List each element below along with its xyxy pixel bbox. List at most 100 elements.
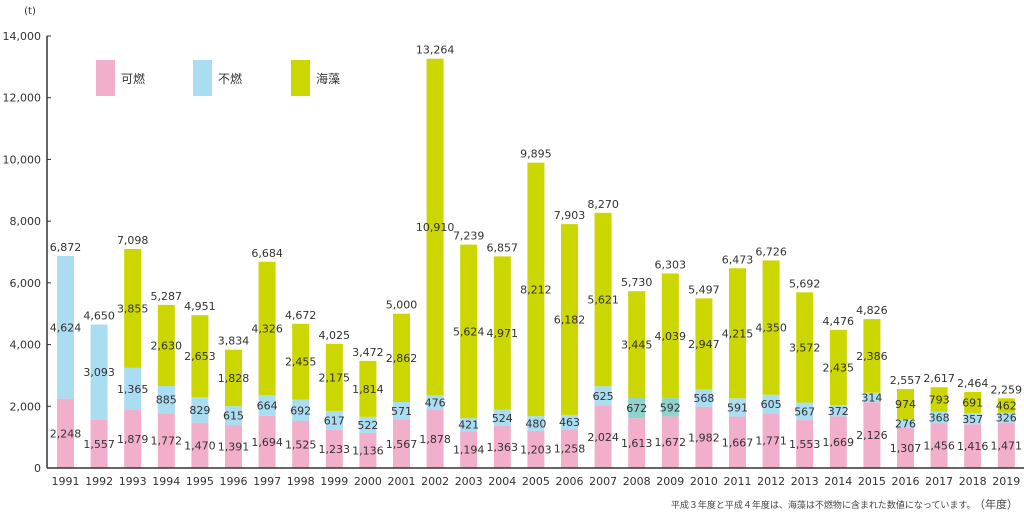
bar-segment-seaweed-2016 (897, 389, 914, 420)
value-label-seaweed-2018: 691 (962, 397, 983, 410)
value-label-burnable-1999: 1,233 (319, 443, 351, 456)
bar-segment-seaweed-2006 (561, 224, 578, 415)
x-tick-label: 2015 (858, 475, 886, 488)
total-label-1992: 4,650 (83, 310, 115, 323)
value-label-burnable-2013: 1,553 (789, 438, 821, 451)
bar-segment-burnable-2003 (460, 431, 478, 468)
bar-segment-nonburnable-2003 (460, 418, 478, 432)
bar-segment-nonburnable-1997 (258, 395, 276, 416)
y-tick-label: 14,000 (3, 30, 42, 43)
bar-segment-nonburnable-2007 (594, 386, 612, 406)
x-tick-label: 2002 (421, 475, 449, 488)
bar-segment-burnable-1993 (124, 410, 142, 468)
value-label-nonburnable-2003: 421 (458, 419, 479, 432)
bar-segment-seaweed-1998 (292, 323, 310, 400)
total-label-1997: 6,684 (251, 247, 283, 260)
x-tick-label: 1992 (85, 475, 113, 488)
bar-segment-nonburnable-1995 (191, 397, 209, 423)
bar-segment-seaweed-2008 (628, 291, 646, 398)
legend: 可燃 不燃 海藻 (96, 60, 340, 96)
x-tick-label: 2007 (589, 475, 617, 488)
total-label-2005: 9,895 (520, 148, 552, 161)
x-tick-label: 1995 (186, 475, 214, 488)
bar-segment-nonburnable-2005 (527, 416, 545, 431)
bar-segment-burnable-1996 (225, 425, 242, 468)
value-label-nonburnable-2004: 524 (492, 412, 513, 425)
bar-segment-seaweed-1994 (157, 304, 175, 387)
legend-swatch-nonburnable (193, 60, 212, 96)
bar-segment-seaweed-2011 (729, 268, 746, 399)
value-label-burnable-1997: 1,694 (251, 436, 283, 449)
value-label-burnable-2002: 1,878 (419, 433, 451, 446)
x-tick-label: 2017 (925, 475, 953, 488)
bar-segment-seaweed-2017 (930, 387, 948, 412)
value-label-seaweed-2000: 1,814 (352, 383, 384, 396)
x-tick-label: 1997 (253, 475, 281, 488)
total-label-1996: 3,834 (218, 335, 250, 348)
bar-segment-seaweed-2005 (527, 162, 545, 417)
value-label-nonburnable-2015: 314 (861, 392, 882, 405)
total-label-2014: 4,476 (823, 315, 855, 328)
value-label-nonburnable-1999: 617 (324, 414, 345, 427)
bar-segment-burnable-2018 (964, 424, 982, 468)
value-label-nonburnable-2019: 326 (996, 412, 1017, 425)
footnote-text: 平成３年度と平成４年度は、海藻は不燃物に含まれた数値になっています。 (670, 501, 976, 511)
value-label-burnable-1994: 1,772 (151, 435, 183, 448)
bar-segment-burnable-2019 (997, 422, 1015, 468)
x-tick-label: 2019 (992, 475, 1020, 488)
value-label-nonburnable-2014: 372 (828, 405, 849, 418)
bar-segment-burnable-2000 (359, 432, 377, 468)
bar-segment-burnable-2008 (628, 418, 646, 468)
bar-segment-nonburnable-2017 (930, 411, 948, 424)
x-tick-label: 1998 (287, 475, 315, 488)
total-label-2004: 6,857 (487, 241, 519, 254)
bar-segment-seaweed-1997 (258, 261, 276, 396)
bar-segment-nonburnable-2010 (695, 389, 713, 407)
value-label-seaweed-2007: 5,621 (587, 294, 619, 307)
value-label-nonburnable-2016: 276 (895, 417, 916, 430)
total-label-1995: 4,951 (184, 300, 216, 313)
value-label-seaweed-2006: 6,182 (554, 314, 586, 327)
x-tick-label: 2009 (656, 475, 684, 488)
bar-segment-nonburnable-1993 (124, 367, 142, 411)
bar-segment-seaweed-2002 (426, 58, 444, 396)
bar-segment-burnable-2012 (762, 413, 780, 468)
value-label-burnable-2011: 1,667 (722, 436, 754, 449)
total-label-2001: 5,000 (386, 299, 418, 312)
value-label-seaweed-2009: 4,039 (655, 330, 687, 343)
y-tick-label: 4,000 (10, 339, 42, 352)
total-label-2010: 5,497 (688, 283, 720, 296)
bars-group (57, 58, 1015, 468)
value-label-burnable-2009: 1,672 (655, 436, 687, 449)
total-label-2012: 6,726 (755, 245, 787, 258)
x-tick-label: 1994 (152, 475, 180, 488)
total-label-2019: 2,259 (991, 383, 1023, 396)
bar-segment-burnable-2006 (561, 429, 578, 468)
bar-segment-burnable-2015 (863, 402, 881, 468)
x-tick-label: 2016 (892, 475, 920, 488)
total-label-2000: 3,472 (352, 346, 384, 359)
value-label-nonburnable-2001: 571 (391, 405, 412, 418)
value-label-seaweed-1993: 3,855 (117, 302, 149, 315)
y-tick-label: 12,000 (3, 92, 42, 105)
x-tick-label: 2008 (623, 475, 651, 488)
value-label-burnable-1993: 1,879 (117, 433, 149, 446)
total-label-2002: 13,264 (416, 44, 455, 57)
bar-segment-burnable-2014 (829, 416, 847, 468)
value-label-burnable-2015: 2,126 (856, 429, 888, 442)
bar-segment-nonburnable-1998 (292, 399, 310, 421)
bar-segment-burnable-2017 (930, 423, 948, 468)
bar-segment-burnable-1997 (258, 415, 276, 468)
x-tick-label: 1999 (320, 475, 348, 488)
value-label-seaweed-2012: 4,350 (755, 322, 787, 335)
value-label-nonburnable-1997: 664 (257, 399, 278, 412)
bar-segment-burnable-1992 (90, 419, 108, 468)
bar-segment-burnable-2016 (897, 427, 914, 468)
bar-segment-burnable-1998 (292, 420, 310, 468)
total-label-2007: 8,270 (587, 198, 619, 211)
value-label-burnable-2003: 1,194 (453, 444, 485, 457)
total-label-1998: 4,672 (285, 309, 317, 322)
value-label-seaweed-2001: 2,862 (386, 352, 418, 365)
x-tick-label: 2018 (959, 475, 987, 488)
